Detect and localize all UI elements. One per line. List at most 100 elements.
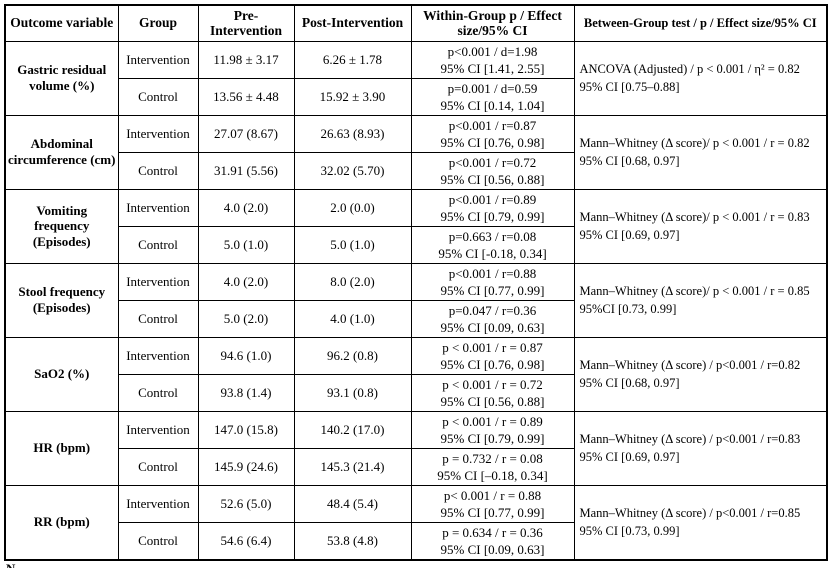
pre-intervention-cell: 52.6 (5.0) [197, 484, 295, 523]
within-group-cell: p<0.001 / r=0.87 95% CI [0.76, 0.98] [410, 114, 575, 153]
within-ci-line: 95% CI [0.79, 0.99] [440, 208, 545, 224]
within-ci-line: 95% CI [0.56, 0.88] [440, 171, 545, 187]
within-p-line: p=0.001 / d=0.59 [447, 80, 538, 96]
pre-intervention-cell: 93.8 (1.4) [197, 373, 295, 412]
within-group-cell: p<0.001 / r=0.89 95% CI [0.79, 0.99] [410, 188, 575, 227]
within-group-cell: p = 0.732 / r = 0.08 95% CI [–0.18, 0.34… [410, 447, 575, 486]
post-intervention-cell: 5.0 (1.0) [293, 225, 412, 264]
between-group-cell: Mann–Whitney (Δ score) / p<0.001 / r=0.8… [573, 410, 828, 486]
outcome-cell-abdominal-circumference: Abdominal circumference (cm) [4, 114, 119, 190]
group-cell: Control [117, 77, 199, 116]
between-test-line: Mann–Whitney (Δ score) / p<0.001 / r=0.8… [579, 506, 801, 520]
within-group-cell: p < 0.001 / r = 0.72 95% CI [0.56, 0.88] [410, 373, 575, 412]
within-p-line: p<0.001 / d=1.98 [447, 43, 538, 59]
pre-intervention-cell: 5.0 (1.0) [197, 225, 295, 264]
between-group-cell: Mann–Whitney (Δ score)/ p < 0.001 / r = … [573, 262, 828, 338]
header-outcome-variable: Outcome variable [4, 4, 119, 42]
between-group-cell: Mann–Whitney (Δ score) / p<0.001 / r=0.8… [573, 484, 828, 560]
between-test-line: Mann–Whitney (Δ score)/ p < 0.001 / r = … [579, 210, 810, 224]
table-row: SaO2 (%) Intervention 94.6 (1.0) 96.2 (0… [4, 336, 828, 412]
within-ci-line: 95% CI [0.56, 0.88] [440, 393, 545, 409]
between-ci-line: 95% CI [0.68, 0.97] [579, 376, 680, 390]
within-group-cell: p=0.001 / d=0.59 95% CI [0.14, 1.04] [410, 77, 575, 116]
post-intervention-cell: 53.8 (4.8) [293, 521, 412, 560]
within-ci-line: 95% CI [-0.18, 0.34] [438, 245, 547, 261]
within-ci-line: 95% CI [0.77, 0.99] [440, 504, 545, 520]
table-row: Abdominal circumference (cm) Interventio… [4, 114, 828, 190]
between-ci-line: 95% CI [0.68, 0.97] [579, 154, 680, 168]
pre-intervention-cell: 5.0 (2.0) [197, 299, 295, 338]
within-group-cell: p < 0.001 / r = 0.89 95% CI [0.79, 0.99] [410, 410, 575, 449]
between-group-cell: ANCOVA (Adjusted) / p < 0.001 / η² = 0.8… [573, 40, 828, 116]
within-ci-line: 95% CI [0.09, 0.63] [440, 319, 545, 335]
table-row: Stool frequency (Episodes) Intervention … [4, 262, 828, 338]
between-ci-line: 95% CI [0.69, 0.97] [579, 450, 680, 464]
table-row: Control 13.56 ± 4.48 15.92 ± 3.90 p=0.00… [5, 77, 827, 116]
header-pre-intervention: Pre-Intervention [197, 4, 295, 42]
within-ci-line: 95% CI [0.09, 0.63] [440, 541, 545, 557]
table-row: Vomiting frequency (Episodes) Interventi… [4, 188, 828, 264]
outcomes-results-table: Outcome variable Group Pre-Intervention … [4, 4, 828, 561]
post-intervention-cell: 8.0 (2.0) [293, 262, 412, 301]
between-test-line: Mann–Whitney (Δ score) / p<0.001 / r=0.8… [579, 358, 801, 372]
within-group-cell: p=0.047 / r=0.36 95% CI [0.09, 0.63] [410, 299, 575, 338]
within-p-line: p<0.001 / r=0.72 [448, 154, 537, 170]
group-cell: Control [117, 225, 199, 264]
within-ci-line: 95% CI [1.41, 2.55] [440, 60, 545, 76]
outcome-cell-stool-frequency: Stool frequency (Episodes) [4, 262, 119, 338]
post-intervention-cell: 32.02 (5.70) [293, 151, 412, 190]
between-ci-line: 95% CI [0.69, 0.97] [579, 228, 680, 242]
group-cell: Intervention [117, 410, 199, 449]
within-p-line: p<0.001 / r=0.88 [448, 265, 537, 281]
note-text: N [6, 561, 15, 568]
header-within-group: Within-Group p / Effect size/95% CI [410, 4, 575, 42]
within-group-cell: p < 0.001 / r = 0.87 95% CI [0.76, 0.98] [410, 336, 575, 375]
within-group-cell: p<0.001 / d=1.98 95% CI [1.41, 2.55] [410, 40, 575, 79]
pre-intervention-cell: 13.56 ± 4.48 [197, 77, 295, 116]
within-ci-line: 95% CI [0.76, 0.98] [440, 134, 545, 150]
group-cell: Intervention [117, 40, 199, 79]
between-ci-line: 95%CI [0.73, 0.99] [579, 302, 677, 316]
pre-intervention-cell: 11.98 ± 3.17 [197, 40, 295, 79]
within-ci-line: 95% CI [–0.18, 0.34] [437, 467, 548, 483]
table-row: HR (bpm) Intervention 147.0 (15.8) 140.2… [4, 410, 828, 486]
table-row: Control 145.9 (24.6) 145.3 (21.4) p = 0.… [5, 447, 827, 486]
table-row: Gastric residual volume (%) Intervention… [4, 40, 828, 116]
pre-intervention-cell: 27.07 (8.67) [197, 114, 295, 153]
table-row: Control 54.6 (6.4) 53.8 (4.8) p = 0.634 … [5, 521, 827, 560]
within-p-line: p< 0.001 / r = 0.88 [443, 487, 542, 503]
pre-intervention-cell: 31.91 (5.56) [197, 151, 295, 190]
outcome-cell-rr: RR (bpm) [4, 484, 119, 560]
outcome-cell-gastric-residual-volume: Gastric residual volume (%) [4, 40, 119, 116]
within-ci-line: 95% CI [0.79, 0.99] [440, 430, 545, 446]
group-cell: Control [117, 299, 199, 338]
group-cell: Control [117, 447, 199, 486]
group-cell: Intervention [117, 262, 199, 301]
within-ci-line: 95% CI [0.77, 0.99] [440, 282, 545, 298]
post-intervention-cell: 4.0 (1.0) [293, 299, 412, 338]
between-group-cell: Mann–Whitney (Δ score)/ p < 0.001 / r = … [573, 188, 828, 264]
pre-intervention-cell: 4.0 (2.0) [197, 262, 295, 301]
within-p-line: p=0.663 / r=0.08 [448, 228, 537, 244]
post-intervention-cell: 96.2 (0.8) [293, 336, 412, 375]
post-intervention-cell: 26.63 (8.93) [293, 114, 412, 153]
group-cell: Control [117, 151, 199, 190]
pre-intervention-cell: 54.6 (6.4) [197, 521, 295, 560]
between-test-line: ANCOVA (Adjusted) / p < 0.001 / η² = 0.8… [579, 62, 800, 76]
group-cell: Intervention [117, 188, 199, 227]
header-post-intervention: Post-Intervention [293, 4, 412, 42]
post-intervention-cell: 15.92 ± 3.90 [293, 77, 412, 116]
pre-intervention-cell: 4.0 (2.0) [197, 188, 295, 227]
within-p-line: p=0.047 / r=0.36 [448, 302, 537, 318]
within-p-line: p<0.001 / r=0.87 [448, 117, 537, 133]
header-between-group: Between-Group test / p / Effect size/95%… [573, 4, 828, 42]
between-ci-line: 95% CI [0.75–0.88] [579, 80, 680, 94]
group-cell: Intervention [117, 114, 199, 153]
within-p-line: p < 0.001 / r = 0.72 [442, 376, 543, 392]
within-ci-line: 95% CI [0.14, 1.04] [440, 97, 545, 113]
post-intervention-cell: 2.0 (0.0) [293, 188, 412, 227]
post-intervention-cell: 48.4 (5.4) [293, 484, 412, 523]
post-intervention-cell: 145.3 (21.4) [293, 447, 412, 486]
between-test-line: Mann–Whitney (Δ score)/ p < 0.001 / r = … [579, 284, 810, 298]
header-group: Group [117, 4, 199, 42]
